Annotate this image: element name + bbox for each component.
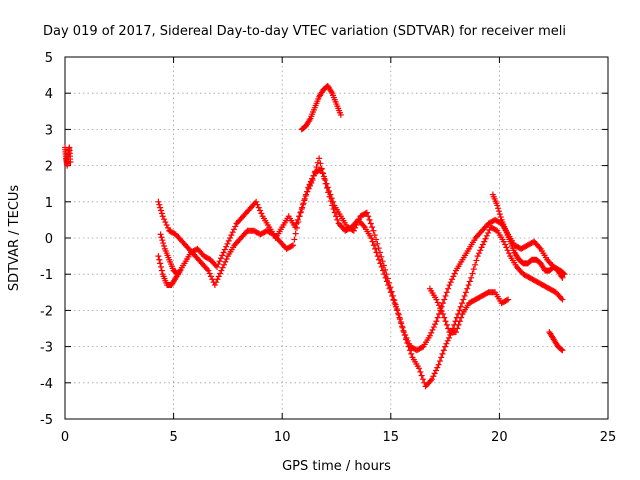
chart-title: Day 019 of 2017, Sidereal Day-to-day VTE… xyxy=(43,24,566,39)
y-tick-label: 5 xyxy=(45,51,53,66)
data-point-markers xyxy=(426,285,512,336)
series-s4 xyxy=(155,253,184,289)
series-s3 xyxy=(157,166,566,390)
y-tick-label: -2 xyxy=(40,304,53,319)
x-tick-label: 5 xyxy=(169,430,177,445)
grid xyxy=(65,57,608,419)
series-s5 xyxy=(298,82,344,133)
series-s1 xyxy=(62,144,74,169)
x-tick-label: 0 xyxy=(61,430,69,445)
x-tick-label: 20 xyxy=(491,430,508,445)
y-tick-label: 0 xyxy=(45,232,53,247)
y-tick-label: 2 xyxy=(45,160,53,175)
x-tick-label: 10 xyxy=(274,430,291,445)
data-point-markers xyxy=(157,166,566,390)
series-s2 xyxy=(155,155,568,354)
x-tick-label: 25 xyxy=(600,430,617,445)
y-tick-label: 3 xyxy=(45,123,53,138)
data-point-markers xyxy=(155,155,568,354)
y-tick-label: -1 xyxy=(40,268,53,283)
data-point-markers xyxy=(155,253,184,289)
x-axis-label: GPS time / hours xyxy=(282,459,391,474)
x-tick-label: 15 xyxy=(383,430,400,445)
y-tick-label: -3 xyxy=(40,341,53,356)
y-tick-label: 4 xyxy=(45,87,53,102)
data-point-markers xyxy=(546,329,566,354)
data-point-markers xyxy=(298,82,344,133)
series-s6 xyxy=(489,191,566,281)
data-point-markers xyxy=(62,144,74,169)
series-s7 xyxy=(426,285,512,336)
data-markers xyxy=(62,82,568,390)
y-tick-label: -5 xyxy=(40,413,53,428)
series-s8 xyxy=(546,329,566,354)
y-tick-label: -4 xyxy=(40,377,53,392)
ticks: 0 5 10 15 20 25 -5 -4 -3 -2 -1 0 1 2 3 4 5 xyxy=(40,51,616,445)
y-axis-label: SDTVAR / TECUs xyxy=(7,185,22,292)
data-point-markers xyxy=(489,191,566,281)
y-tick-label: 1 xyxy=(45,196,53,211)
